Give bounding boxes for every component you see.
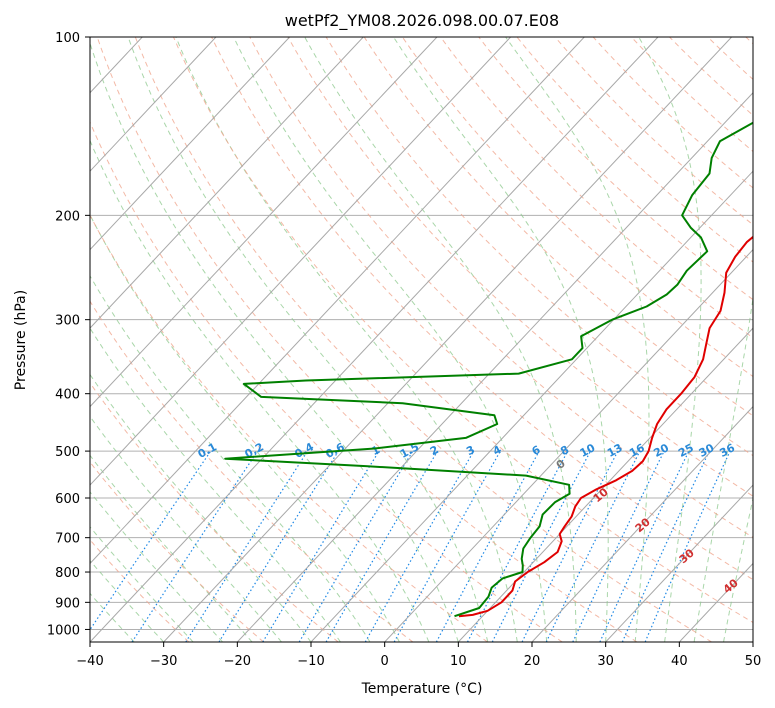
- mixing-ratio-label: 13: [605, 441, 625, 460]
- y-tick-label: 200: [55, 209, 80, 224]
- moist-adiabat: [90, 327, 341, 642]
- dry-adiabat: [363, 37, 753, 417]
- x-tick-label: 20: [524, 654, 541, 669]
- dry-adiabat: [134, 37, 712, 642]
- mixing-ratio-label: 16: [627, 441, 647, 460]
- dry-adiabat: [90, 120, 563, 642]
- x-tick-label: −20: [224, 654, 251, 669]
- y-tick-label: 1000: [47, 623, 80, 638]
- moist-adiabat: [90, 454, 253, 642]
- moist-adiabat: [638, 37, 702, 642]
- y-axis-ticks: 100 200 300 400 500 600 700 800 900 1000: [47, 31, 90, 638]
- y-axis-label: Pressure (hPa): [13, 290, 29, 390]
- isotherm-line: [457, 327, 753, 642]
- dry-adiabat: [211, 37, 753, 581]
- isotherm-line: [163, 37, 732, 642]
- moist-adiabat: [693, 295, 753, 642]
- isotherm-line: [90, 37, 290, 251]
- mixing-ratio-line: [393, 450, 501, 642]
- isotherm-line: [310, 170, 753, 642]
- mixing-ratio-label: 25: [676, 441, 696, 460]
- isotherm-line: [90, 37, 659, 642]
- sounding-profiles: [224, 121, 753, 618]
- series-dewpoint-line: [224, 121, 753, 618]
- y-tick-label: 600: [55, 492, 80, 507]
- x-axis-ticks: −40 −30 −20 −10 0 10 20 30 40 50: [76, 642, 761, 669]
- x-tick-label: 40: [671, 654, 688, 669]
- x-axis-label: Temperature (°C): [361, 681, 483, 697]
- moist-adiabat: [90, 592, 135, 642]
- x-tick-label: 50: [745, 654, 762, 669]
- moist-adiabat: [90, 139, 430, 642]
- x-tick-label: −40: [76, 654, 103, 669]
- moist-adiabat: [505, 37, 650, 642]
- moist-adiabat: [90, 491, 223, 642]
- moist-adiabat: [90, 415, 282, 642]
- moist-adiabat: [175, 37, 518, 642]
- y-tick-label: 100: [55, 31, 80, 46]
- isotherm-line: [90, 37, 217, 172]
- y-tick-label: 900: [55, 596, 80, 611]
- chart-title: wetPf2_YM08.2026.098.00.07.E08: [285, 11, 559, 31]
- y-tick-label: 300: [55, 314, 80, 329]
- plot-frame: [89, 36, 754, 643]
- isotherm-line: [90, 37, 364, 329]
- isotherm-line: [605, 484, 753, 642]
- y-tick-label: 400: [55, 388, 80, 403]
- mixing-ratio-line: [185, 450, 309, 642]
- moist-adiabat: [90, 526, 194, 642]
- isotherm-line: [236, 91, 753, 642]
- dry-adiabat: [90, 461, 264, 642]
- y-tick-label: 700: [55, 532, 80, 547]
- dry-adiabat: [90, 214, 488, 642]
- x-tick-label: −10: [297, 654, 324, 669]
- moist-adiabat: [233, 37, 548, 642]
- skewed-isotherms: [90, 37, 753, 642]
- x-tick-label: 0: [381, 654, 389, 669]
- mixing-ratio-line: [435, 450, 540, 642]
- y-tick-label: 800: [55, 566, 80, 581]
- y-tick-label: 500: [55, 445, 80, 460]
- dry-adiabat: [478, 37, 753, 301]
- mixing-ratio-line: [521, 450, 619, 642]
- isotherm-line: [90, 37, 438, 408]
- series-temperature-line: [458, 235, 753, 618]
- isotherm-line: [90, 37, 511, 486]
- x-tick-label: 10: [450, 654, 467, 669]
- moist-adiabat: [90, 213, 400, 642]
- isotherm-line: [531, 405, 753, 642]
- x-tick-label: −30: [150, 654, 177, 669]
- moist-adiabat: [393, 37, 609, 642]
- moist-adiabat: [304, 37, 577, 642]
- dry-adiabat: [96, 37, 638, 642]
- mixing-ratio-line: [621, 450, 710, 642]
- mixing-ratio-label: 20: [651, 441, 671, 460]
- mixing-ratio-line: [545, 450, 641, 642]
- mixing-ratio-line: [262, 450, 380, 642]
- dry-adiabat: [173, 37, 753, 624]
- mixing-ratio-label: 10: [578, 441, 598, 460]
- isotherm-line: [90, 37, 585, 565]
- x-tick-label: 30: [597, 654, 614, 669]
- isotherm-line: [384, 248, 753, 642]
- mixing-ratio-label: 30: [697, 441, 717, 460]
- mixing-ratio-label: 36: [717, 441, 737, 460]
- mixing-ratio-line: [90, 450, 212, 631]
- moist-adiabat: [90, 559, 165, 642]
- line-labels: 0.10.20.40.611.52346810131620253036-100-…: [196, 440, 741, 596]
